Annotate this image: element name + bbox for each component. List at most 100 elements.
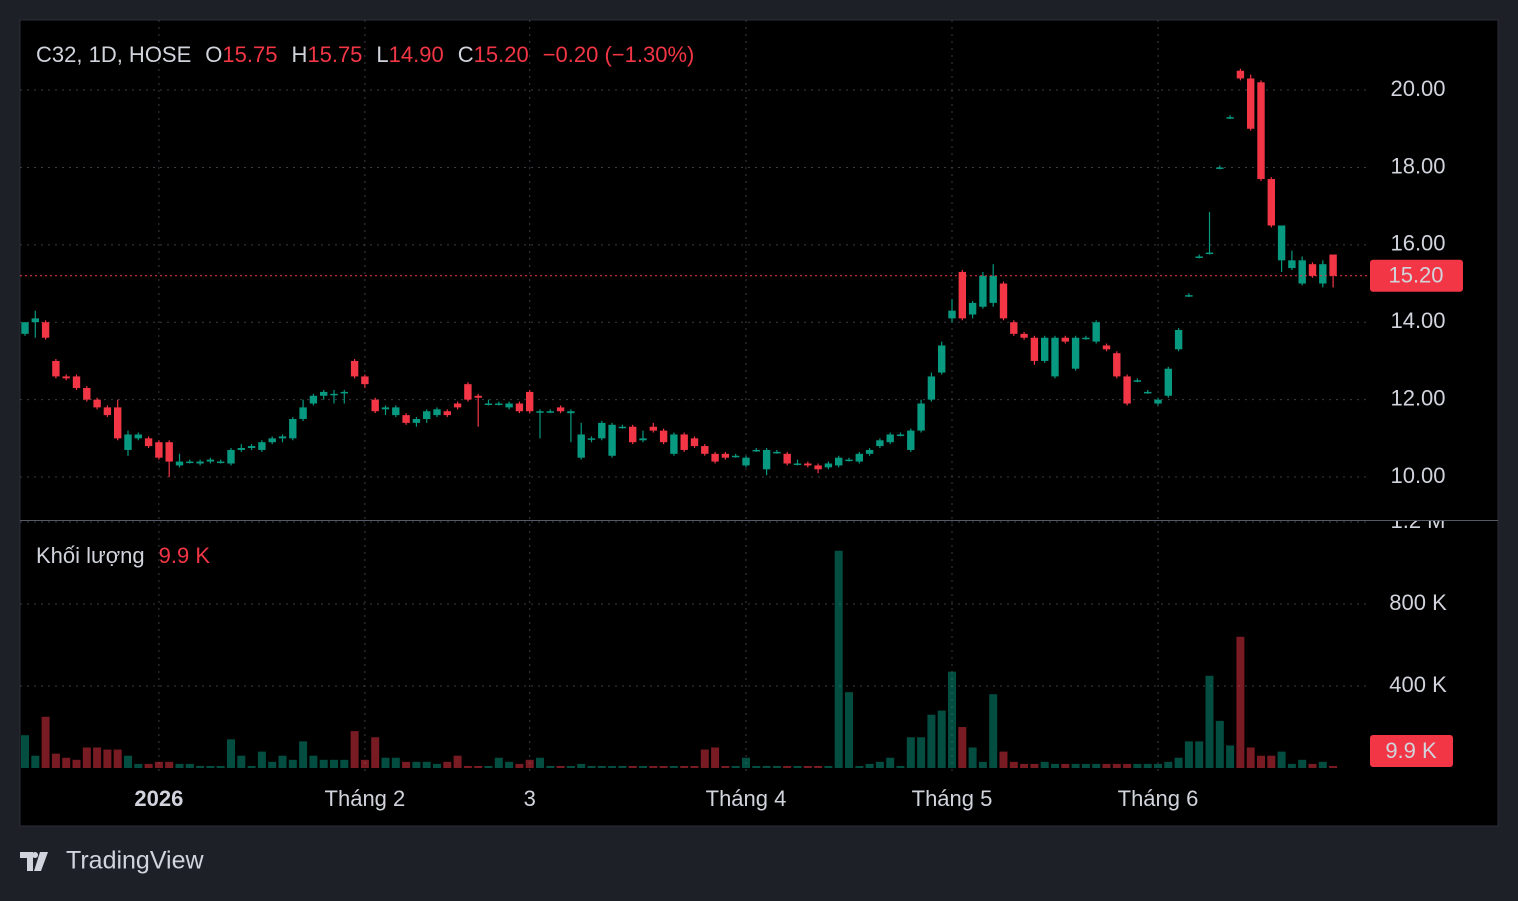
volume-bar	[154, 761, 163, 768]
candle-body	[711, 453, 719, 462]
candle-body	[1195, 256, 1203, 258]
candle-body	[886, 434, 894, 443]
close-value: 15.20	[474, 42, 529, 67]
candle-body	[1277, 225, 1286, 261]
candle-body	[536, 411, 544, 413]
chart-header: C32, 1D, HOSE O15.75 H15.75 L14.90 C15.20 −0.…	[36, 42, 694, 67]
candle-body	[732, 455, 740, 458]
y-tick-label: 20.00	[1390, 76, 1445, 101]
candle-body	[1123, 376, 1131, 404]
x-tick-label: Tháng 2	[325, 786, 406, 811]
volume-bar	[1102, 763, 1111, 768]
symbol: C32, 1D, HOSE	[36, 42, 191, 67]
volume-bar	[1123, 763, 1132, 768]
candle-body	[608, 424, 616, 456]
candle-body	[938, 345, 946, 373]
candle-body	[484, 403, 493, 406]
candle-body	[835, 457, 843, 466]
candle-body	[639, 438, 647, 441]
candle-body	[1133, 380, 1142, 382]
y-tick-label: 10.00	[1390, 463, 1445, 488]
volume-bar	[494, 757, 503, 768]
candle-body	[505, 403, 513, 408]
candle-body	[1185, 295, 1193, 297]
volume-bar	[227, 739, 235, 768]
volume-bar	[422, 761, 431, 768]
x-tick-label: Tháng 4	[706, 786, 787, 811]
candle-body	[1154, 399, 1162, 404]
volume-tag-label: 9.9 K	[1385, 738, 1437, 763]
candle-body	[402, 415, 410, 423]
volume-bar	[185, 763, 194, 768]
candle-body	[175, 461, 184, 466]
candle-body	[1113, 353, 1121, 377]
volume-bar	[1112, 763, 1121, 768]
volume-bar	[21, 735, 29, 768]
volume-bar	[772, 765, 781, 768]
x-tick-label: Tháng 5	[912, 786, 993, 811]
candle-body	[371, 399, 379, 412]
volume-bar	[875, 761, 884, 768]
volume-bar	[124, 755, 132, 768]
candle-body	[680, 434, 688, 450]
candle-body	[629, 426, 637, 443]
y-tick-label: 14.00	[1390, 308, 1445, 333]
volume-bar	[93, 747, 102, 768]
candle-body	[577, 434, 585, 458]
volume-bar	[247, 765, 256, 768]
volume-bar	[948, 671, 956, 768]
volume-bar	[608, 765, 617, 768]
candle-body	[1102, 345, 1111, 350]
candle-body	[804, 463, 812, 466]
volume-bar	[669, 765, 678, 768]
volume-bar	[525, 759, 534, 768]
logo-mark	[20, 852, 48, 871]
y-tick-label: 16.00	[1390, 231, 1445, 256]
candle-body	[268, 438, 276, 443]
volume-bar	[1184, 741, 1193, 768]
y-tick-label: 12.00	[1390, 385, 1445, 410]
volume-bar	[1226, 745, 1235, 768]
volume-bar	[566, 765, 575, 768]
candle-body	[247, 446, 256, 449]
candle-body	[783, 453, 791, 464]
x-tick-label: 3	[524, 786, 536, 811]
candle-body	[567, 411, 575, 414]
volume-bar	[978, 761, 987, 768]
volume-bar	[1205, 675, 1214, 768]
candle-body	[968, 302, 977, 315]
high-label: H	[291, 42, 307, 67]
candle-body	[1082, 337, 1090, 340]
volume-bar	[855, 765, 864, 768]
candle-body	[1308, 264, 1317, 276]
candle-body	[52, 360, 60, 377]
volume-bar	[1030, 763, 1039, 768]
volume-bar	[700, 749, 709, 768]
volume-bar	[1092, 763, 1101, 768]
volume-value: 9.9 K	[159, 543, 211, 568]
candle-body	[721, 453, 730, 458]
volume-bar	[1020, 763, 1029, 768]
candle-body	[1144, 391, 1152, 394]
candle-body	[330, 393, 338, 396]
volume-bar	[31, 755, 40, 768]
volume-bar	[1215, 720, 1224, 768]
y2-tick-label: 400 K	[1389, 672, 1447, 697]
volume-bar	[402, 761, 411, 768]
candle-body	[1051, 337, 1059, 377]
volume-bar	[742, 757, 750, 768]
volume-bar	[577, 763, 586, 768]
candle-body	[350, 360, 359, 377]
volume-bar	[1009, 761, 1018, 768]
volume-title: Khối lượng 9.9 K	[36, 543, 210, 568]
candle-body	[917, 403, 925, 431]
last-price-label: 15.20	[1388, 263, 1443, 288]
volume-bar	[556, 765, 565, 768]
volume-bar	[371, 737, 380, 768]
volume-bar	[1133, 763, 1142, 768]
volume-bar	[463, 765, 472, 768]
volume-bar	[360, 759, 369, 768]
candle-body	[855, 453, 863, 462]
candle-body	[814, 465, 822, 470]
volume-bar	[237, 755, 246, 768]
